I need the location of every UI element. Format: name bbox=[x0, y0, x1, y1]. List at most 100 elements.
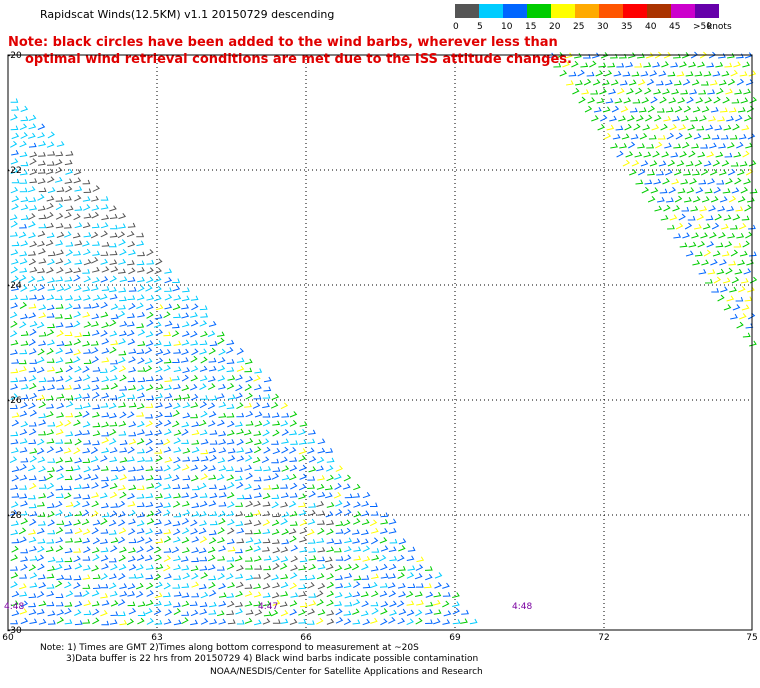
wind-barb bbox=[236, 581, 244, 588]
wind-barb bbox=[719, 196, 728, 203]
wind-barb bbox=[20, 284, 28, 292]
wind-barb bbox=[136, 348, 145, 355]
wind-barb bbox=[29, 518, 37, 526]
wind-barb bbox=[669, 123, 677, 131]
wind-barb bbox=[290, 572, 298, 580]
wind-barb bbox=[335, 520, 344, 527]
wind-barb bbox=[272, 582, 280, 589]
wind-barb bbox=[29, 294, 37, 300]
wind-barb bbox=[271, 528, 280, 535]
wind-barb bbox=[244, 402, 252, 408]
wind-barb bbox=[11, 359, 20, 364]
wind-barb bbox=[163, 358, 172, 364]
wind-barb bbox=[190, 365, 199, 373]
wind-barb bbox=[190, 402, 199, 408]
wind-barb bbox=[667, 71, 676, 77]
wind-barb bbox=[592, 79, 601, 86]
wind-barb bbox=[101, 600, 110, 606]
wind-barb bbox=[280, 581, 289, 589]
wind-barb bbox=[270, 402, 279, 409]
wind-barb bbox=[56, 384, 65, 390]
wind-barb bbox=[406, 618, 414, 626]
wind-barb bbox=[433, 609, 442, 615]
wind-barb bbox=[387, 582, 396, 589]
wind-barb bbox=[128, 267, 136, 275]
wind-barb bbox=[591, 115, 599, 122]
wind-barb bbox=[82, 366, 90, 373]
wind-barb bbox=[735, 206, 744, 212]
wind-barb bbox=[11, 501, 19, 508]
wind-barb bbox=[38, 419, 47, 426]
wind-barb bbox=[651, 124, 660, 131]
wind-barb bbox=[164, 287, 172, 292]
wind-barb bbox=[38, 476, 47, 482]
wind-barb bbox=[47, 421, 56, 427]
wind-barb bbox=[64, 607, 72, 615]
wind-barb bbox=[694, 223, 702, 230]
wind-barb bbox=[153, 546, 162, 554]
wind-barb bbox=[706, 151, 715, 158]
wind-barb bbox=[709, 142, 717, 149]
wind-barb bbox=[662, 177, 670, 185]
wind-barb bbox=[208, 609, 217, 615]
wind-barb bbox=[128, 547, 136, 554]
wind-barb bbox=[271, 519, 280, 526]
y-tick-label: -26 bbox=[7, 396, 22, 406]
wind-barb bbox=[263, 611, 272, 617]
wind-barb bbox=[589, 60, 597, 68]
wind-barb bbox=[263, 475, 272, 481]
wind-barb bbox=[83, 303, 92, 309]
wind-barb bbox=[10, 220, 18, 228]
wind-barb bbox=[137, 601, 146, 607]
wind-barb bbox=[65, 150, 74, 156]
wind-barb bbox=[425, 591, 434, 598]
wind-barb bbox=[647, 195, 656, 203]
wind-barb bbox=[173, 294, 182, 301]
wind-barb bbox=[11, 520, 19, 526]
wind-barb bbox=[352, 608, 360, 615]
wind-barb bbox=[706, 241, 715, 248]
wind-barb bbox=[343, 582, 352, 589]
wind-barb bbox=[163, 341, 172, 347]
wind-barb bbox=[137, 251, 146, 257]
wind-barb bbox=[101, 437, 110, 444]
wind-barb bbox=[706, 62, 715, 68]
wind-barb bbox=[64, 258, 72, 266]
wind-barb bbox=[731, 98, 740, 104]
wind-barb bbox=[47, 610, 56, 617]
wind-barb bbox=[254, 420, 263, 427]
wind-barb bbox=[91, 313, 100, 320]
wind-barb bbox=[47, 467, 55, 473]
wind-barb bbox=[172, 584, 181, 589]
wind-barb bbox=[388, 546, 397, 552]
wind-barb bbox=[28, 494, 36, 500]
wind-barb bbox=[181, 384, 190, 391]
wind-barb bbox=[679, 61, 687, 68]
wind-barb bbox=[325, 484, 333, 491]
wind-barb bbox=[263, 466, 272, 472]
colorbar-label: 20 bbox=[549, 22, 561, 32]
wind-barb bbox=[739, 313, 747, 320]
wind-barb bbox=[74, 537, 83, 543]
wind-barb bbox=[172, 358, 180, 363]
wind-barb bbox=[308, 563, 316, 571]
wind-barb bbox=[577, 69, 585, 77]
wind-barb bbox=[316, 465, 324, 472]
wind-barb bbox=[145, 574, 154, 580]
wind-barb bbox=[370, 601, 379, 607]
wind-barb bbox=[631, 71, 640, 77]
wind-barb bbox=[37, 205, 46, 211]
wind-barb bbox=[694, 251, 703, 257]
wind-barb bbox=[82, 556, 91, 561]
wind-barb bbox=[298, 493, 306, 500]
wind-barb bbox=[136, 520, 145, 527]
wind-barb bbox=[227, 527, 235, 535]
wind-barb bbox=[209, 492, 218, 499]
wind-barb bbox=[200, 449, 209, 455]
wind-barb bbox=[728, 260, 737, 266]
wind-barb bbox=[713, 276, 722, 284]
wind-barb bbox=[703, 71, 712, 77]
wind-barb bbox=[83, 439, 92, 445]
wind-barb bbox=[20, 313, 28, 320]
wind-barb bbox=[352, 619, 361, 625]
